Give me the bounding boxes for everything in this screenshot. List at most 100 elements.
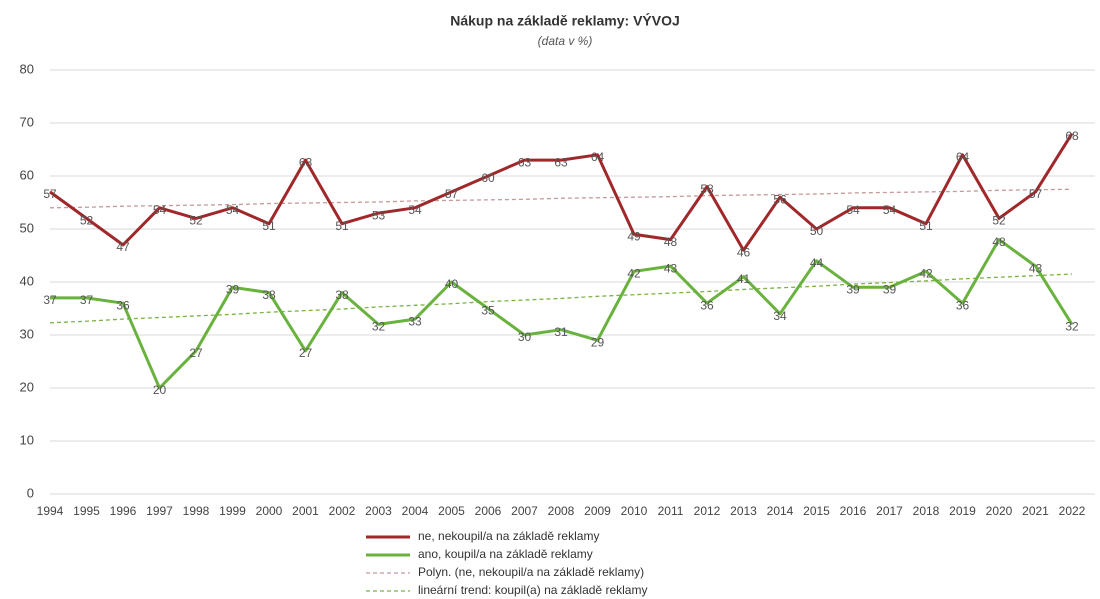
data-label: 38 (262, 288, 276, 302)
x-tick-label: 2019 (949, 504, 976, 518)
x-tick-label: 2008 (548, 504, 575, 518)
data-label: 43 (664, 261, 678, 275)
data-label: 39 (226, 282, 240, 296)
y-tick-label: 60 (20, 167, 34, 182)
data-label: 29 (591, 335, 605, 349)
data-label: 57 (1029, 187, 1043, 201)
x-tick-label: 2001 (292, 504, 319, 518)
data-label: 43 (1029, 261, 1043, 275)
data-label: 63 (554, 155, 568, 169)
data-label: 51 (262, 219, 276, 233)
x-tick-label: 2012 (694, 504, 721, 518)
data-label: 50 (810, 224, 824, 238)
data-label: 52 (992, 214, 1006, 228)
data-label: 33 (408, 314, 422, 328)
data-label: 44 (810, 256, 824, 270)
x-tick-label: 2020 (986, 504, 1013, 518)
chart-subtitle: (data v %) (538, 34, 593, 48)
x-tick-label: 1997 (146, 504, 173, 518)
data-label: 35 (481, 304, 495, 318)
data-label: 46 (737, 245, 751, 259)
data-label: 63 (299, 155, 313, 169)
data-label: 41 (737, 272, 751, 286)
data-label: 57 (43, 187, 57, 201)
y-tick-label: 20 (20, 379, 34, 394)
trend-line (49, 188, 1073, 209)
series-line (50, 238, 1074, 390)
data-label: 58 (700, 182, 714, 196)
x-tick-label: 2018 (913, 504, 940, 518)
data-label: 48 (992, 235, 1006, 249)
data-label: 32 (372, 320, 386, 334)
y-tick-label: 0 (27, 485, 34, 500)
data-label: 47 (116, 240, 130, 254)
x-tick-label: 2005 (438, 504, 465, 518)
y-tick-label: 70 (20, 114, 34, 129)
data-label: 52 (80, 214, 94, 228)
legend-label: lineární trend: koupil(a) na základě rek… (418, 583, 647, 597)
x-tick-label: 2004 (402, 504, 429, 518)
data-label: 42 (627, 267, 641, 281)
x-tick-label: 1999 (219, 504, 246, 518)
data-label: 52 (189, 214, 203, 228)
legend-label: ne, nekoupil/a na základě reklamy (418, 529, 599, 543)
data-label: 56 (773, 192, 787, 206)
x-tick-label: 2013 (730, 504, 757, 518)
data-label: 48 (664, 235, 678, 249)
data-label: 36 (116, 298, 130, 312)
data-label: 20 (153, 383, 167, 397)
x-tick-label: 2006 (475, 504, 502, 518)
x-tick-label: 2014 (767, 504, 794, 518)
data-label: 63 (518, 155, 532, 169)
x-tick-label: 1995 (73, 504, 100, 518)
x-tick-label: 2002 (329, 504, 356, 518)
data-label: 54 (883, 203, 897, 217)
x-tick-label: 2000 (256, 504, 283, 518)
chart-title: Nákup na základě reklamy: VÝVOJ (450, 12, 680, 29)
data-label: 68 (1065, 129, 1079, 143)
data-label: 54 (153, 203, 167, 217)
trend-line (49, 273, 1073, 324)
data-label: 27 (189, 346, 203, 360)
data-label: 34 (773, 309, 787, 323)
data-label: 54 (226, 203, 240, 217)
data-label: 27 (299, 346, 313, 360)
data-label: 30 (518, 330, 532, 344)
data-label: 38 (335, 288, 349, 302)
x-tick-label: 2010 (621, 504, 648, 518)
data-label: 49 (627, 229, 641, 243)
data-label: 37 (43, 293, 57, 307)
x-tick-label: 2016 (840, 504, 867, 518)
x-tick-label: 2021 (1022, 504, 1049, 518)
data-label: 54 (846, 203, 860, 217)
data-label: 32 (1065, 320, 1079, 334)
data-label: 37 (80, 293, 94, 307)
x-tick-label: 1996 (110, 504, 137, 518)
data-label: 39 (846, 282, 860, 296)
series-line (49, 132, 1074, 252)
x-tick-label: 2011 (658, 504, 684, 518)
data-label: 36 (956, 298, 970, 312)
x-tick-label: 2022 (1059, 504, 1086, 518)
x-tick-label: 2017 (876, 504, 903, 518)
x-tick-label: 2007 (511, 504, 538, 518)
data-label: 57 (445, 187, 459, 201)
legend-label: ano, koupil/a na základě reklamy (418, 547, 593, 561)
data-label: 51 (919, 219, 933, 233)
y-tick-label: 40 (20, 273, 34, 288)
data-label: 36 (700, 298, 714, 312)
y-tick-label: 30 (20, 326, 34, 341)
data-label: 40 (445, 277, 459, 291)
x-tick-label: 1994 (37, 504, 64, 518)
data-label: 60 (481, 171, 495, 185)
data-label: 39 (883, 282, 897, 296)
x-tick-label: 2015 (803, 504, 830, 518)
data-label: 42 (919, 267, 933, 281)
y-tick-label: 80 (20, 61, 34, 76)
data-label: 31 (554, 325, 568, 339)
legend-label: Polyn. (ne, nekoupil/a na základě reklam… (418, 565, 644, 579)
data-label: 64 (956, 150, 970, 164)
x-tick-label: 1998 (183, 504, 210, 518)
data-label: 53 (372, 208, 386, 222)
